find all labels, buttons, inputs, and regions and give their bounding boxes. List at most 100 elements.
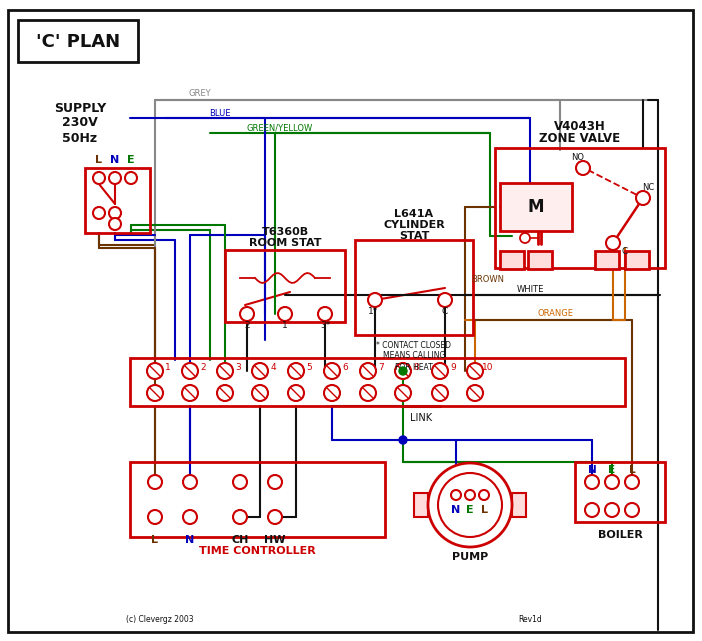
Circle shape [438,293,452,307]
Circle shape [432,363,448,379]
Text: L: L [95,155,102,165]
Circle shape [465,490,475,500]
Circle shape [109,172,121,184]
Circle shape [451,490,461,500]
Text: BOILER: BOILER [597,530,642,540]
Bar [355,240,473,335]
Text: C: C [622,247,628,256]
Text: Rev1d: Rev1d [518,615,542,624]
Circle shape [360,363,376,379]
Circle shape [148,475,162,489]
Circle shape [93,207,105,219]
Bar [575,462,665,522]
Text: L: L [480,505,487,515]
Text: BROWN: BROWN [471,276,504,285]
Text: C: C [442,308,448,317]
Circle shape [428,463,512,547]
Circle shape [233,510,247,524]
Circle shape [240,307,254,321]
Circle shape [585,475,599,489]
Circle shape [147,385,163,401]
Circle shape [605,475,619,489]
Text: FOR HEAT: FOR HEAT [395,363,433,372]
Circle shape [183,475,197,489]
Text: 2: 2 [244,322,250,331]
Circle shape [268,475,282,489]
Bar [512,493,526,517]
Circle shape [318,307,332,321]
Bar [500,251,524,269]
Text: 8: 8 [413,363,419,372]
Circle shape [147,363,163,379]
Circle shape [268,510,282,524]
Circle shape [182,363,198,379]
Text: 2: 2 [200,363,206,372]
Text: E: E [127,155,135,165]
Text: 1*: 1* [368,308,378,317]
Bar [500,183,572,231]
Bar [225,250,345,322]
Text: N: N [451,505,461,515]
Bar [495,148,665,268]
Circle shape [432,385,448,401]
Circle shape [438,473,502,537]
Text: 6: 6 [342,363,348,372]
Circle shape [625,475,639,489]
Circle shape [109,218,121,230]
Text: LINK: LINK [410,413,432,423]
Text: SUPPLY: SUPPLY [54,101,106,115]
Circle shape [606,236,620,250]
Text: GREY: GREY [189,90,211,99]
Circle shape [576,161,590,175]
Bar [595,251,619,269]
Circle shape [288,385,304,401]
Text: GREEN/YELLOW: GREEN/YELLOW [247,124,313,133]
Circle shape [520,233,530,243]
Text: * CONTACT CLOSED: * CONTACT CLOSED [376,340,451,349]
Text: 4: 4 [270,363,276,372]
Text: NC: NC [642,183,654,192]
Circle shape [636,191,650,205]
Circle shape [217,385,233,401]
Bar [625,251,649,269]
Text: 'C' PLAN: 'C' PLAN [36,33,120,51]
Circle shape [288,363,304,379]
Text: CH: CH [232,535,249,545]
Text: 10: 10 [482,363,494,372]
Text: T6360B: T6360B [261,227,309,237]
Bar [528,251,552,269]
Circle shape [324,385,340,401]
Text: ORANGE: ORANGE [537,310,573,319]
Bar [414,493,428,517]
Text: PUMP: PUMP [452,552,488,562]
Text: HW: HW [264,535,286,545]
Text: (c) Clevergz 2003: (c) Clevergz 2003 [126,615,194,624]
Circle shape [605,503,619,517]
Circle shape [585,503,599,517]
Text: 230V: 230V [62,117,98,129]
Circle shape [183,510,197,524]
Text: 7: 7 [378,363,384,372]
Circle shape [252,385,268,401]
Text: L: L [629,465,635,475]
Text: E: E [609,465,616,475]
Text: N: N [588,465,597,475]
Text: 5: 5 [306,363,312,372]
Circle shape [399,367,407,375]
Circle shape [399,436,407,444]
Text: L: L [152,535,159,545]
Circle shape [395,385,411,401]
Text: M: M [528,198,544,216]
Text: L641A: L641A [395,209,434,219]
Text: STAT: STAT [399,231,429,241]
Circle shape [467,385,483,401]
Text: N: N [185,535,194,545]
Circle shape [182,385,198,401]
Text: ZONE VALVE: ZONE VALVE [539,131,621,144]
Circle shape [252,363,268,379]
Text: 3: 3 [235,363,241,372]
Text: E: E [466,505,474,515]
Text: MEANS CALLING: MEANS CALLING [383,351,445,360]
Circle shape [148,510,162,524]
Bar [130,462,385,537]
